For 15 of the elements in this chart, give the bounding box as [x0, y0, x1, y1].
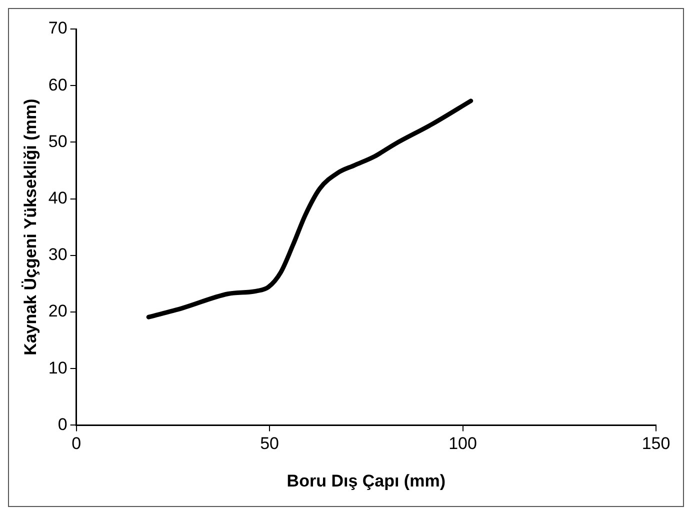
x-tick-label: 100: [448, 434, 477, 454]
y-tick-label: 30: [48, 245, 68, 264]
y-tick-label: 20: [48, 302, 68, 321]
y-tick-label: 10: [48, 358, 68, 378]
y-tick-label: 70: [48, 18, 68, 38]
y-tick-label: 60: [48, 75, 68, 94]
y-tick-label: 0: [58, 414, 68, 434]
y-tick-label: 40: [48, 188, 68, 208]
x-tick-label: 0: [72, 434, 82, 454]
y-tick-label: 50: [48, 132, 68, 151]
x-axis-title: Boru Dış Çapı (mm): [286, 471, 446, 490]
x-tick-label: 50: [260, 434, 279, 454]
y-axis-title: Kaynak Üçgeni Yüksekliği (mm): [20, 98, 40, 356]
x-tick-label: 150: [642, 434, 670, 454]
line-series: [146, 98, 474, 320]
